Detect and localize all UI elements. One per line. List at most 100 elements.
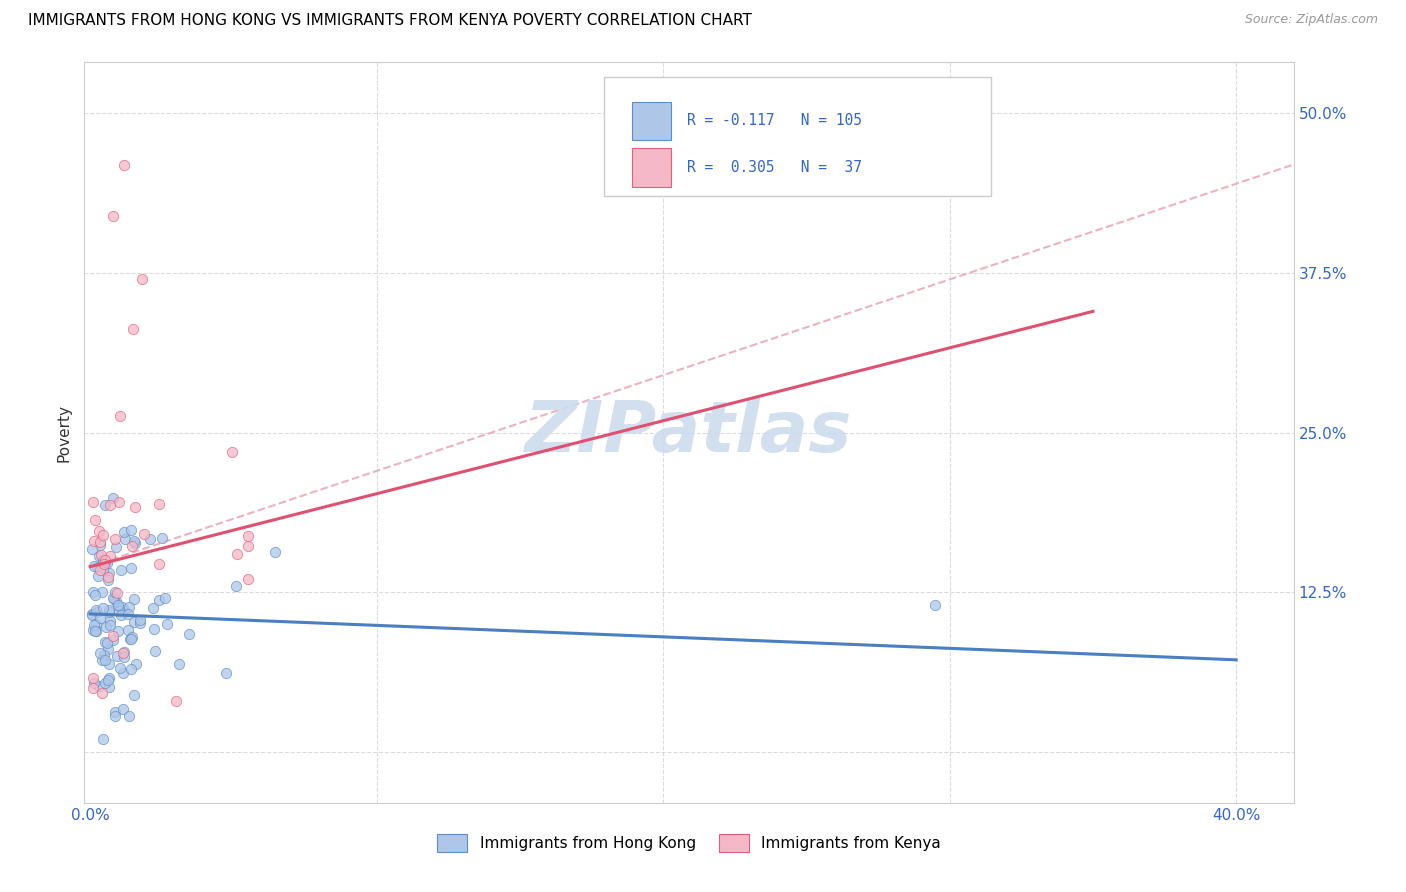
Point xyxy=(82,671,104,685)
Point xyxy=(122,615,145,630)
Point xyxy=(93,653,115,667)
Point xyxy=(98,618,121,632)
Point xyxy=(82,681,104,696)
Point xyxy=(105,540,128,554)
Point xyxy=(120,661,142,675)
Point xyxy=(118,600,141,615)
Point xyxy=(104,584,127,599)
Point xyxy=(103,591,125,606)
Point xyxy=(89,563,111,577)
Point xyxy=(89,524,111,538)
Point xyxy=(96,574,118,588)
Point xyxy=(131,272,153,286)
Point xyxy=(83,617,105,632)
Point xyxy=(91,553,114,567)
Point xyxy=(93,498,115,512)
Point xyxy=(97,603,120,617)
Point xyxy=(150,531,173,545)
Point xyxy=(98,615,121,629)
Text: IMMIGRANTS FROM HONG KONG VS IMMIGRANTS FROM KENYA POVERTY CORRELATION CHART: IMMIGRANTS FROM HONG KONG VS IMMIGRANTS … xyxy=(28,13,752,29)
Point xyxy=(96,557,118,571)
Point xyxy=(148,558,170,572)
Point xyxy=(122,688,145,702)
Point xyxy=(91,563,114,577)
Point xyxy=(89,646,111,660)
Point xyxy=(179,626,201,640)
Point xyxy=(120,560,142,574)
Point xyxy=(104,709,127,723)
Point xyxy=(114,532,136,546)
Point xyxy=(90,686,112,700)
Point xyxy=(124,500,146,514)
Point xyxy=(107,494,129,508)
Point xyxy=(104,706,127,720)
Text: Source: ZipAtlas.com: Source: ZipAtlas.com xyxy=(1244,13,1378,27)
Point xyxy=(142,622,165,636)
Point xyxy=(90,548,112,562)
Point xyxy=(80,542,103,557)
Point xyxy=(82,607,104,621)
Point xyxy=(90,585,112,599)
Point xyxy=(112,645,135,659)
Point xyxy=(86,605,108,619)
Point xyxy=(101,591,124,605)
Point xyxy=(156,616,179,631)
Point xyxy=(93,648,115,662)
Point xyxy=(221,444,243,458)
Point xyxy=(101,209,124,223)
Point xyxy=(121,630,143,644)
Point xyxy=(87,549,110,563)
Point xyxy=(225,579,247,593)
Point xyxy=(110,661,132,675)
Point xyxy=(122,322,145,336)
Point xyxy=(118,632,141,647)
Point xyxy=(112,646,135,660)
Point xyxy=(98,657,121,672)
Point xyxy=(94,676,117,690)
Point xyxy=(128,615,150,630)
Point xyxy=(80,608,103,623)
Point xyxy=(124,591,146,606)
Point xyxy=(142,600,165,615)
Point xyxy=(165,694,187,708)
Point xyxy=(110,563,132,577)
Point xyxy=(924,598,946,612)
Point xyxy=(111,702,134,716)
Point xyxy=(107,598,129,612)
Point xyxy=(83,676,105,690)
Point xyxy=(139,532,162,546)
Point xyxy=(108,603,131,617)
Point xyxy=(89,534,111,549)
Point xyxy=(98,566,121,580)
Point xyxy=(134,526,156,541)
Point xyxy=(118,709,141,723)
Point xyxy=(236,539,259,553)
Point xyxy=(83,588,105,602)
Point xyxy=(112,525,135,540)
Point xyxy=(83,559,105,574)
Point xyxy=(91,554,114,568)
Point xyxy=(94,553,117,567)
Point xyxy=(82,495,104,509)
Point xyxy=(96,635,118,649)
Point xyxy=(114,157,136,171)
Point xyxy=(107,624,129,638)
Point xyxy=(84,602,107,616)
Point xyxy=(226,547,249,561)
Point xyxy=(89,538,111,552)
Text: R = -0.117   N = 105: R = -0.117 N = 105 xyxy=(686,113,862,128)
Point xyxy=(143,644,166,658)
Point xyxy=(107,599,129,614)
Point xyxy=(105,593,128,607)
Point xyxy=(101,628,124,642)
Point xyxy=(215,665,238,680)
Text: R =  0.305   N =  37: R = 0.305 N = 37 xyxy=(686,160,862,175)
FancyBboxPatch shape xyxy=(605,78,991,195)
Point xyxy=(101,632,124,647)
Point xyxy=(86,559,108,574)
Point xyxy=(84,624,107,638)
Point xyxy=(124,535,146,549)
Y-axis label: Poverty: Poverty xyxy=(56,403,72,462)
Point xyxy=(97,570,120,584)
Point xyxy=(84,624,107,639)
